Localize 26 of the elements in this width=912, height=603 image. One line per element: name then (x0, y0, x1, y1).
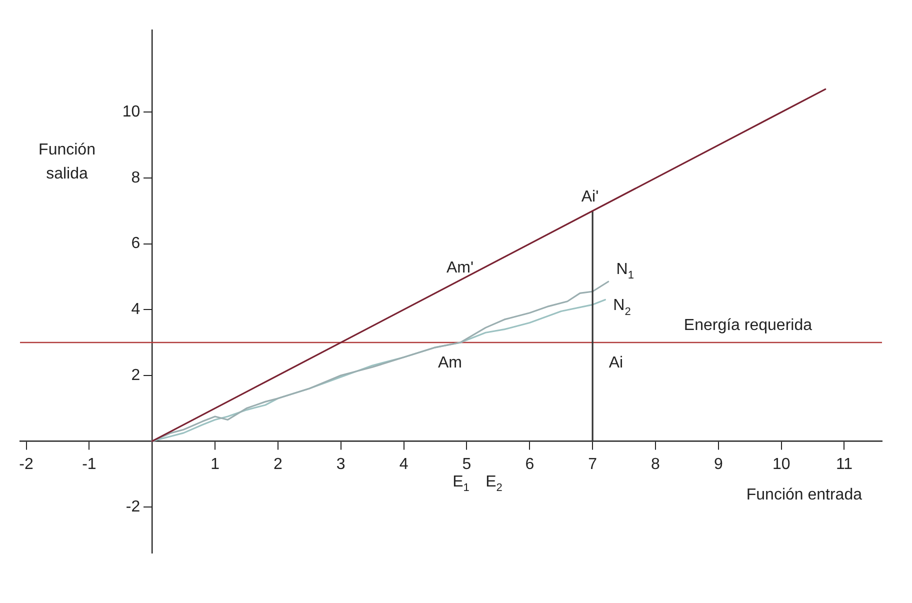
x-tick-label: 3 (336, 456, 346, 474)
annotation: Ai (608, 354, 624, 372)
x-axis-title: Función entrada (746, 486, 862, 504)
y-tick-label: 6 (131, 235, 140, 252)
x-tick-label: 5 (462, 456, 472, 474)
x-tick-label: 1 (210, 456, 220, 474)
annotation: Am' (446, 259, 474, 276)
x-tick-label: 11 (836, 456, 853, 474)
y-tick-label: 8 (131, 169, 140, 186)
x-tick-label: -1 (82, 456, 96, 474)
y-tick-label: -2 (126, 498, 140, 516)
y-tick-label: 10 (122, 104, 140, 121)
y-tick-label: 4 (131, 300, 140, 318)
x-tick-label: 8 (651, 456, 660, 474)
x-tick-label: 9 (714, 456, 723, 474)
annotation: Am (438, 354, 462, 372)
x-tick-label: 2 (274, 456, 283, 474)
x-tick-label: 4 (399, 456, 408, 474)
y-axis-title: Función salida (38, 141, 96, 182)
x-tick-label: -2 (19, 456, 34, 474)
y-tick-label: 2 (131, 366, 140, 384)
x-tick-label: 6 (525, 456, 534, 474)
annotation: Ai' (581, 188, 599, 206)
x-tick-label: 10 (772, 456, 790, 474)
ref-line-label: Energía requerida (684, 316, 812, 334)
x-tick-label: 7 (588, 456, 598, 474)
